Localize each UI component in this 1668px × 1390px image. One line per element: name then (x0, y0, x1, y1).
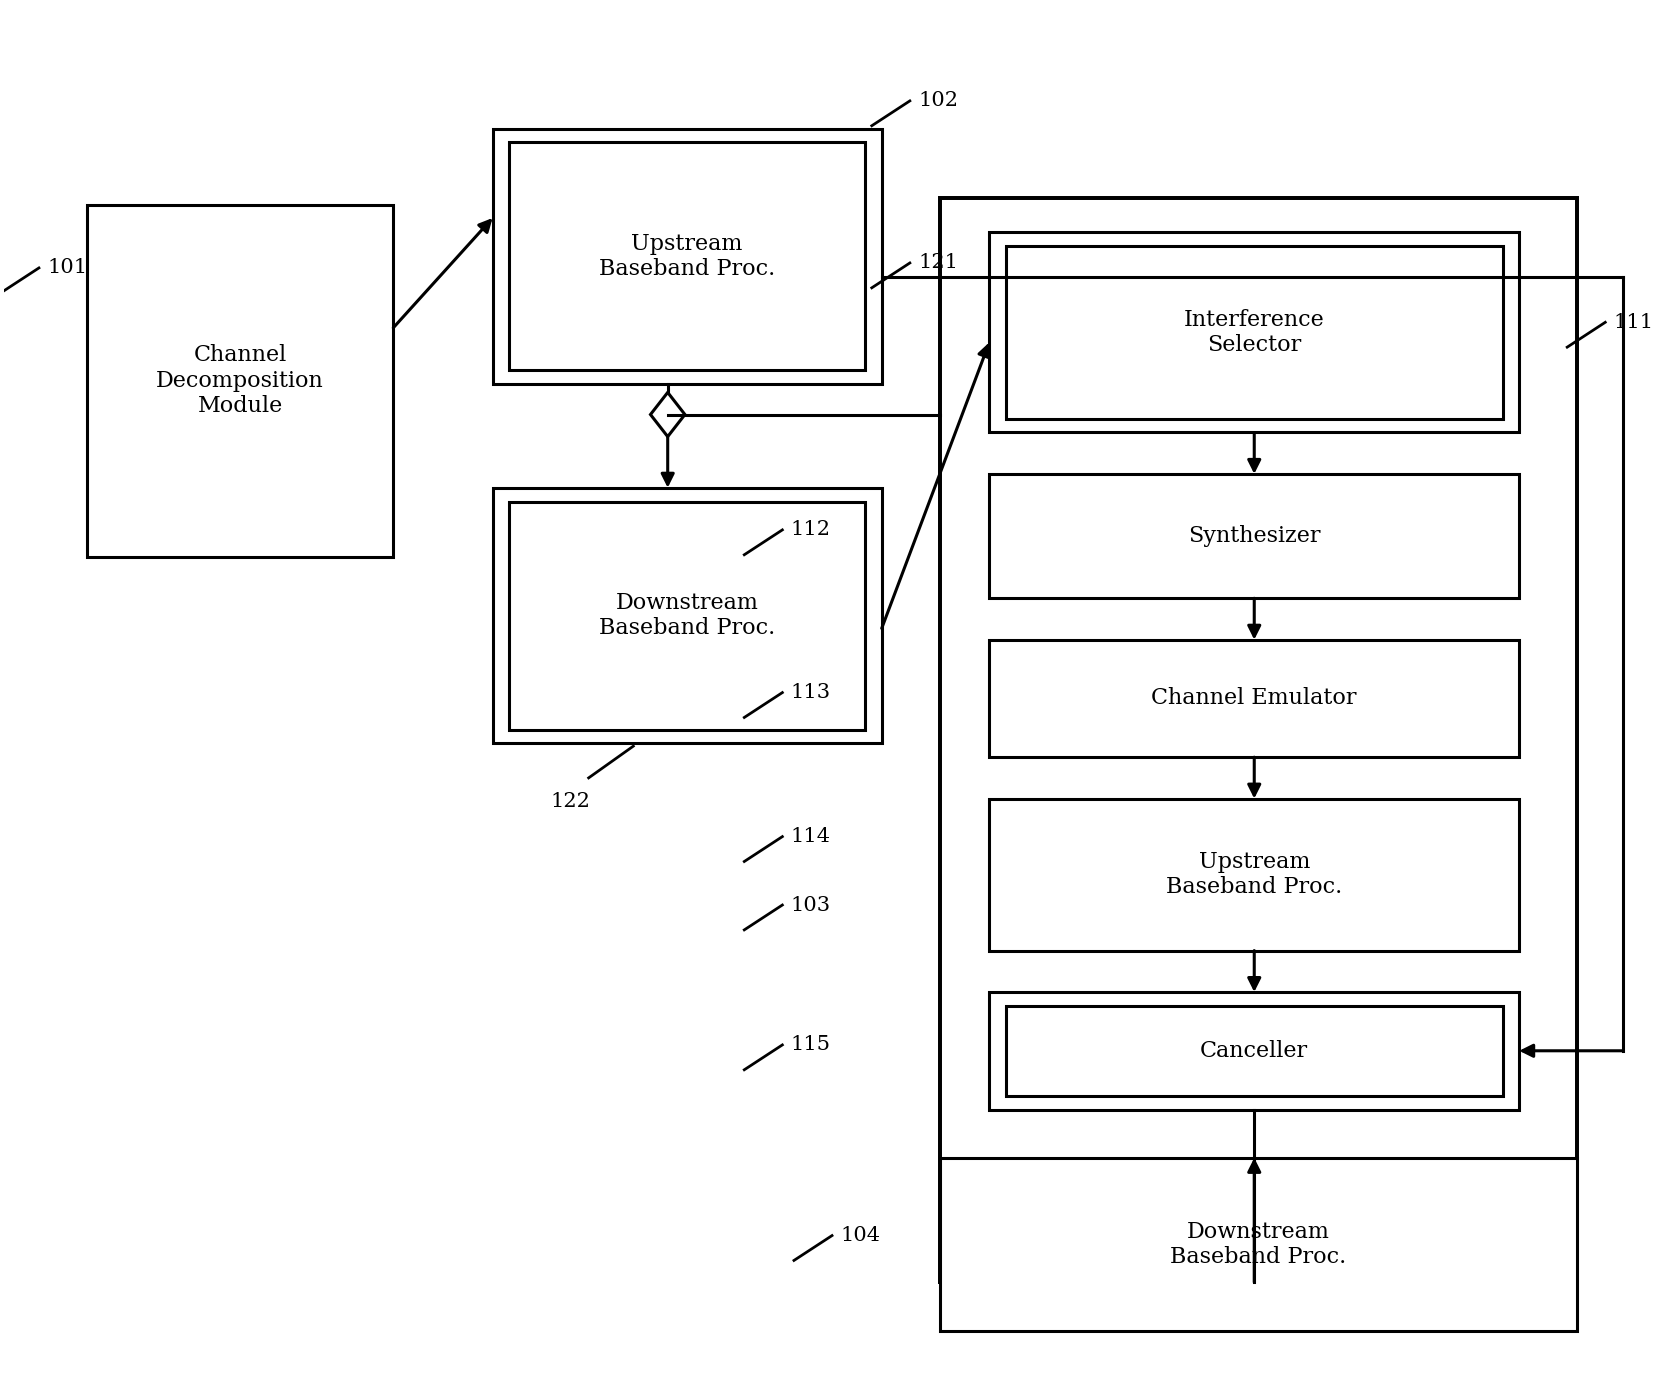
Bar (989, 232, 1520, 432)
Text: 121: 121 (917, 253, 957, 272)
Text: Upstream
Baseband Proc.: Upstream Baseband Proc. (1166, 851, 1343, 898)
Bar (492, 128, 882, 384)
Bar (1006, 1006, 1503, 1095)
Bar (989, 474, 1520, 598)
Text: Interference
Selector: Interference Selector (1184, 309, 1324, 356)
Text: 102: 102 (917, 92, 957, 110)
Text: Canceller: Canceller (1201, 1040, 1308, 1062)
Bar (989, 992, 1520, 1109)
Text: 115: 115 (791, 1036, 831, 1055)
Bar (509, 142, 866, 370)
Text: 103: 103 (791, 895, 831, 915)
Text: Synthesizer: Synthesizer (1188, 525, 1321, 548)
Text: 114: 114 (791, 827, 831, 847)
Bar (989, 799, 1520, 951)
Text: 112: 112 (791, 520, 831, 539)
Text: 101: 101 (47, 259, 87, 278)
Bar (989, 639, 1520, 758)
Text: 113: 113 (791, 682, 831, 702)
Text: Downstream
Baseband Proc.: Downstream Baseband Proc. (599, 592, 776, 639)
Bar (509, 502, 866, 730)
Bar (492, 488, 882, 744)
Bar (1006, 246, 1503, 418)
Text: 111: 111 (1613, 313, 1653, 332)
Text: Upstream
Baseband Proc.: Upstream Baseband Proc. (599, 232, 776, 279)
Text: Channel
Decomposition
Module: Channel Decomposition Module (157, 345, 324, 417)
Bar (939, 197, 1578, 1282)
Text: Downstream
Baseband Proc.: Downstream Baseband Proc. (1171, 1220, 1346, 1268)
Bar (939, 1158, 1578, 1330)
Text: 104: 104 (841, 1226, 881, 1245)
Text: 122: 122 (550, 792, 590, 810)
Text: Channel Emulator: Channel Emulator (1151, 688, 1358, 709)
Bar (87, 204, 394, 557)
